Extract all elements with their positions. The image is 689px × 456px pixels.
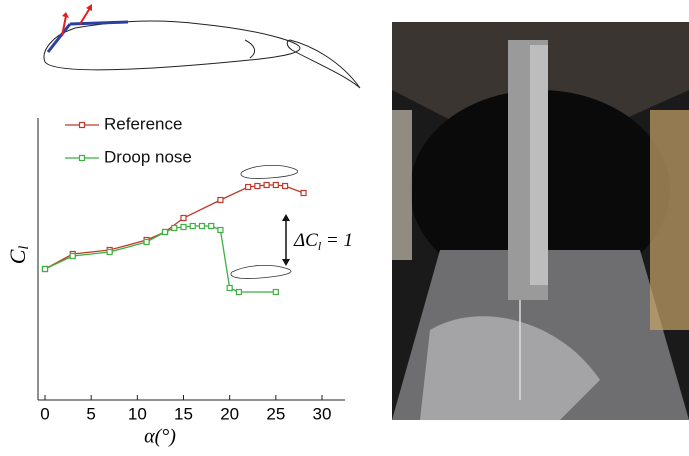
point-marker [41, 265, 49, 273]
annotation-subscript: l [318, 239, 322, 253]
point-marker [254, 182, 261, 190]
arrow-head [62, 12, 69, 18]
x-tick-label: 10 [128, 404, 147, 423]
point-marker [69, 252, 76, 260]
point-marker [263, 181, 270, 189]
x-tick-label: 30 [313, 404, 332, 423]
force-arrow [61, 15, 67, 37]
point-marker [300, 189, 307, 197]
x-tick-label: 5 [86, 404, 95, 423]
legend-marker [78, 121, 86, 129]
annotation-suffix: = 1 [321, 230, 353, 251]
legend-label: Droop nose [104, 147, 192, 166]
point-marker [171, 224, 178, 232]
series-line [44, 225, 276, 293]
point-marker [161, 228, 169, 236]
x-tick-label: 15 [174, 404, 193, 423]
arrow-head [86, 4, 92, 11]
wind-tunnel-photo [392, 22, 689, 420]
y-label-symbol: C [5, 249, 30, 264]
point-marker [235, 288, 242, 296]
point-marker [180, 214, 187, 222]
force-arrow [79, 7, 91, 25]
point-marker [217, 196, 224, 204]
x-tick-label: 20 [220, 404, 239, 423]
point-marker [198, 222, 206, 230]
droop-segment [46, 23, 72, 53]
point-marker [245, 183, 252, 191]
x-axis-label: α(°) [144, 426, 176, 448]
point-marker [272, 181, 279, 189]
legend-marker [78, 154, 86, 162]
annotation: ΔCl = 1 [293, 230, 353, 252]
point-marker [106, 248, 113, 256]
point-marker [208, 222, 215, 230]
airfoil-icon [230, 164, 298, 279]
x-tick-label: 0 [40, 404, 49, 423]
droop-segment [69, 20, 129, 26]
legend-label: Reference [104, 114, 182, 133]
x-tick-label: 25 [266, 404, 285, 423]
y-label-subscript: l [17, 246, 32, 250]
point-marker [180, 223, 187, 231]
point-marker [226, 284, 233, 292]
point-marker [217, 226, 224, 234]
point-marker [143, 238, 150, 246]
annotation-prefix: ΔC [293, 230, 318, 251]
point-marker [281, 182, 289, 190]
y-axis-label: Cl [5, 246, 32, 265]
point-marker [272, 288, 279, 296]
point-marker [189, 222, 196, 230]
airfoil-sketch [43, 20, 361, 89]
